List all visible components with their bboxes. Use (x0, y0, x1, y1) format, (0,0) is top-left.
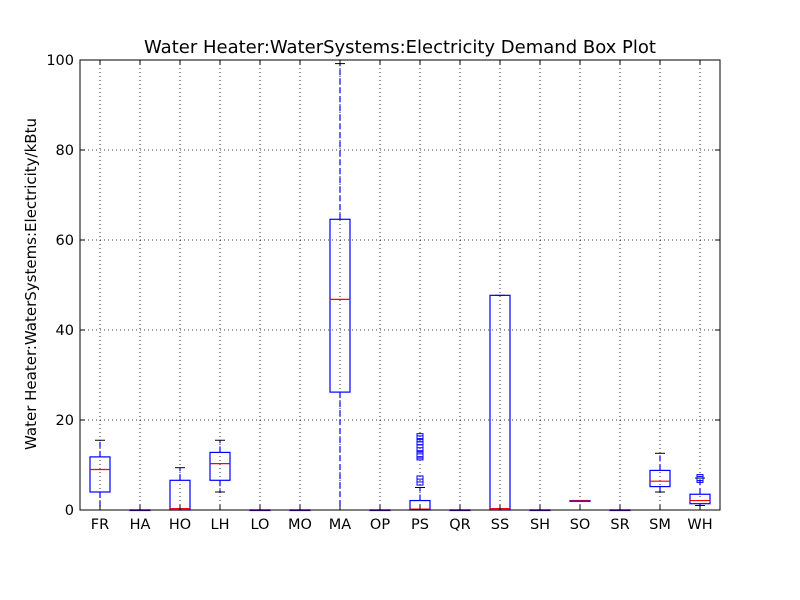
box-iqr (329, 218, 351, 393)
x-tick-label: MA (329, 517, 352, 533)
y-tick-label: 60 (56, 233, 74, 249)
x-tick-label: SR (610, 517, 629, 533)
plot-frame (79, 59, 721, 511)
flier-point (416, 433, 424, 441)
x-tick-label: LO (251, 517, 270, 533)
axis-ticks: FR HA HO LH LO MO MA OP PS QR SS SH SO SR SM WH 0 20 40 60 8… (46, 53, 720, 533)
y-tick-label: 100 (46, 53, 74, 69)
x-tick-label: SH (530, 517, 550, 533)
box-ma (329, 63, 351, 511)
y-tick-label: 80 (56, 143, 74, 159)
flier-point (416, 475, 424, 483)
box-iqr (649, 469, 671, 488)
x-tick-label: WH (687, 517, 712, 533)
box-iqr (89, 456, 111, 493)
box-wh (689, 474, 711, 506)
x-tick-label: SS (491, 517, 509, 533)
x-tick-label: HO (169, 517, 191, 533)
box-sm (649, 452, 671, 493)
x-tick-label: SO (570, 517, 591, 533)
x-tick-label: MO (288, 517, 312, 533)
x-tick-label: LH (211, 517, 230, 533)
x-tick-label: SM (649, 517, 671, 533)
box-iqr (689, 493, 711, 505)
box-so (569, 499, 591, 503)
y-tick-label: 20 (56, 413, 74, 429)
x-tick-label: FR (91, 517, 109, 533)
x-tick-label: QR (449, 517, 471, 533)
box-lh (209, 439, 231, 493)
chart-title: Water Heater:WaterSystems:Electricity De… (144, 37, 656, 58)
grid-lines (80, 60, 720, 510)
y-tick-label: 0 (65, 503, 74, 519)
y-tick-label: 40 (56, 323, 74, 339)
x-tick-label: PS (411, 517, 429, 533)
y-axis-label: Water Heater:WaterSystems:Electricity/kB… (22, 118, 40, 450)
box-iqr (209, 451, 231, 481)
x-tick-label: OP (370, 517, 390, 533)
flier-point (696, 474, 704, 482)
x-tick-label: HA (130, 517, 151, 533)
